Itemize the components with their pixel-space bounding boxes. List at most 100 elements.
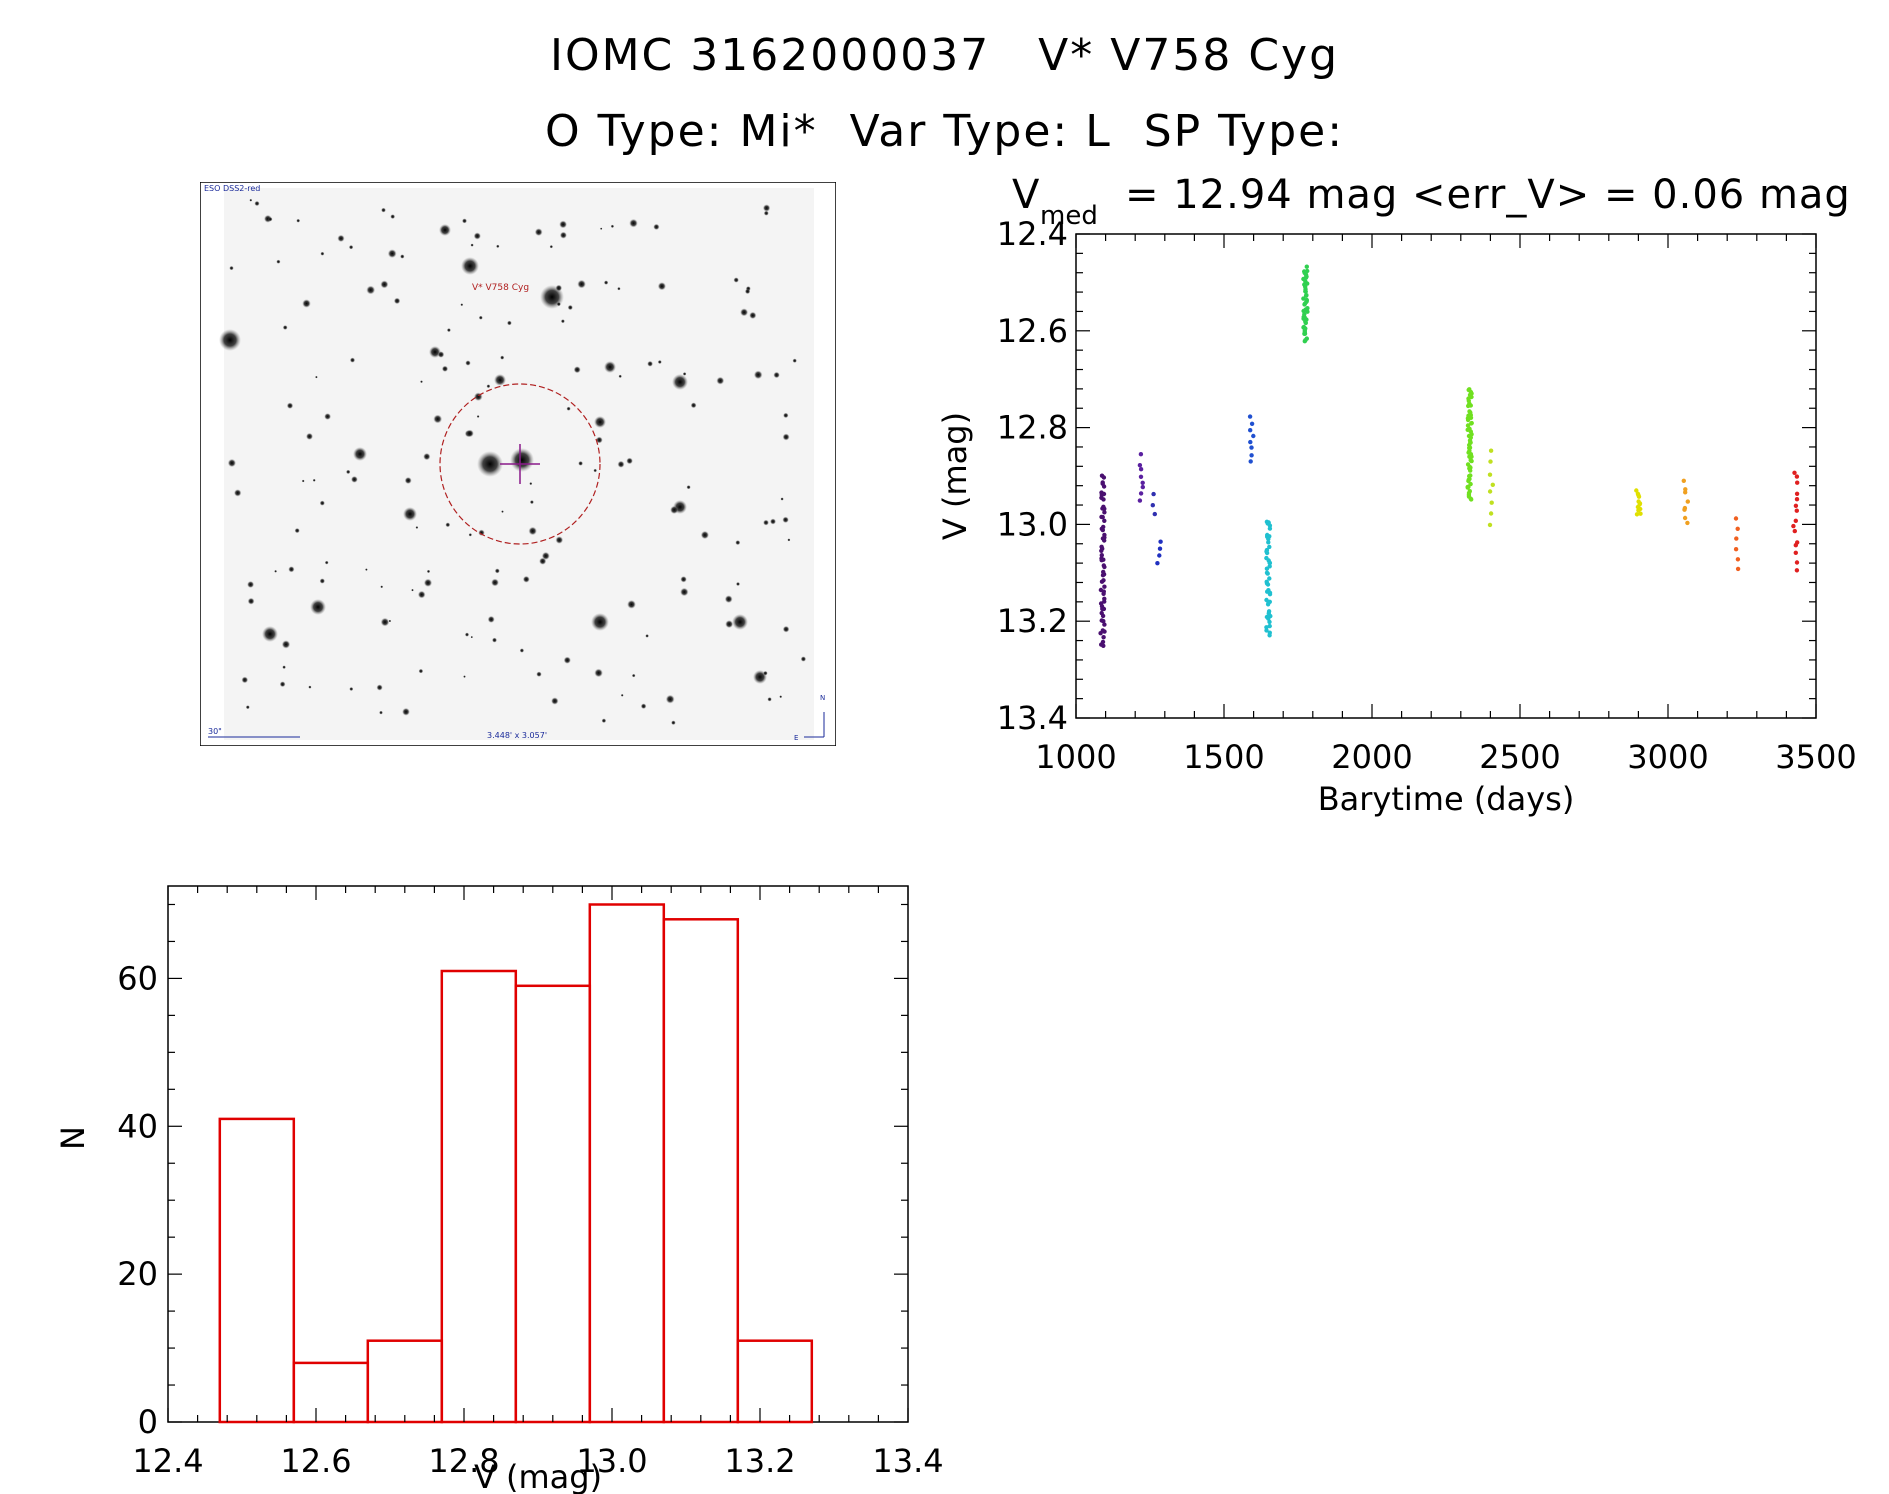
star: [308, 685, 312, 689]
data-point: [1101, 563, 1106, 568]
data-point: [1634, 512, 1640, 517]
star: [740, 308, 749, 317]
star: [672, 374, 688, 390]
star: [415, 526, 419, 529]
data-point: [1267, 576, 1272, 581]
star: [618, 374, 622, 378]
star: [604, 361, 616, 373]
data-point: [1158, 539, 1163, 544]
x-tick-label: 13.0: [576, 1442, 647, 1480]
star: [234, 489, 242, 497]
data-point: [1682, 507, 1687, 512]
data-point: [1100, 506, 1105, 511]
star: [470, 243, 474, 247]
star: [486, 384, 491, 389]
data-point: [1249, 453, 1254, 458]
star: [690, 402, 697, 409]
data-point: [1465, 423, 1471, 428]
star: [349, 357, 356, 363]
data-point: [1100, 514, 1105, 520]
star: [466, 429, 474, 438]
data-point: [1267, 560, 1273, 566]
star: [779, 695, 783, 699]
star: [282, 665, 286, 669]
data-point: [1140, 480, 1145, 485]
star: [400, 254, 405, 259]
star: [682, 372, 687, 376]
survey-label: ESO DSS2-red: [204, 184, 260, 193]
star: [573, 366, 581, 374]
star: [647, 360, 653, 367]
data-point: [1101, 484, 1107, 489]
data-point: [1098, 631, 1103, 636]
star: [426, 569, 431, 574]
star: [274, 569, 277, 573]
x-tick-label: 12.6: [280, 1442, 351, 1480]
data-point: [1151, 491, 1156, 497]
star: [555, 284, 563, 292]
star: [349, 687, 354, 691]
star: [366, 285, 376, 295]
star: [380, 617, 390, 627]
data-point: [1266, 536, 1271, 542]
star: [282, 325, 288, 330]
data-point: [1794, 474, 1800, 479]
star: [753, 370, 763, 380]
data-point: [1138, 452, 1144, 457]
y-tick-label: 13.0: [997, 505, 1068, 543]
data-point: [1469, 432, 1474, 437]
data-point: [1150, 503, 1155, 508]
star: [351, 476, 358, 483]
star: [653, 223, 660, 230]
star: [319, 500, 325, 506]
star: [767, 697, 772, 702]
star: [404, 477, 412, 484]
x-axis-label: Barytime (days): [1318, 780, 1575, 818]
star: [617, 460, 625, 468]
data-point: [1304, 293, 1309, 298]
data-point: [1465, 485, 1470, 490]
data-point: [1266, 540, 1271, 545]
target-crosshair-icon: [500, 444, 540, 484]
star: [387, 249, 397, 258]
star: [549, 245, 553, 249]
data-point: [1157, 553, 1162, 558]
data-point: [1101, 635, 1106, 640]
data-point: [1793, 550, 1798, 555]
histogram-bar: [588, 903, 666, 1424]
star: [439, 224, 451, 236]
data-point: [1733, 547, 1739, 552]
star: [529, 500, 534, 505]
thumbnail-stars: [219, 198, 807, 725]
y-tick-label: 12.8: [997, 409, 1068, 447]
star: [645, 634, 649, 638]
data-point: [1267, 623, 1272, 629]
star: [423, 453, 431, 461]
data-point: [1267, 619, 1272, 625]
y-tick-label: 40: [117, 1107, 158, 1145]
star: [782, 433, 790, 441]
star: [566, 406, 571, 411]
data-points: [1098, 264, 1800, 648]
star: [555, 536, 564, 544]
north-label: N: [820, 694, 825, 702]
star: [315, 375, 318, 379]
star: [268, 217, 273, 222]
star: [594, 416, 606, 428]
east-label: E: [794, 734, 798, 742]
star: [393, 297, 401, 305]
data-point: [1489, 500, 1494, 505]
star: [640, 703, 647, 709]
histogram-bars: [218, 903, 814, 1424]
star: [680, 576, 687, 583]
data-point: [1247, 414, 1253, 419]
star: [631, 673, 636, 678]
star: [591, 613, 609, 631]
histogram-bar: [662, 918, 740, 1424]
star: [577, 279, 586, 289]
star: [296, 218, 301, 223]
star: [301, 479, 305, 483]
data-point: [1487, 472, 1493, 477]
data-point: [1265, 602, 1271, 607]
data-point: [1302, 270, 1307, 276]
